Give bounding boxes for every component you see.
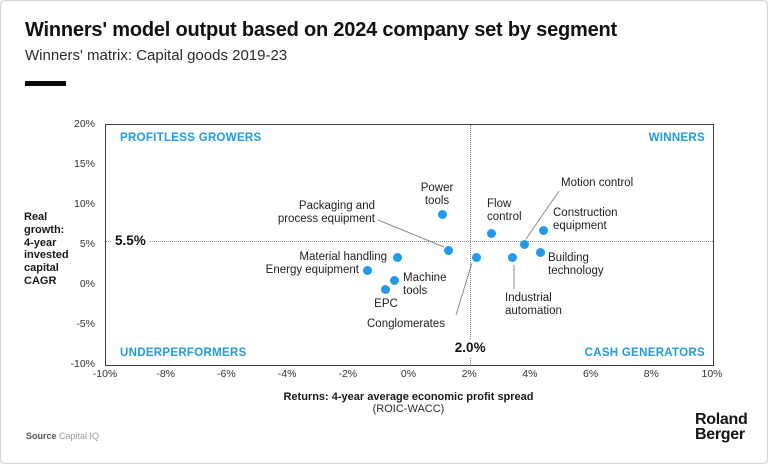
x-tick-label: 6% [583,368,599,380]
point-label-packaging-and-process-equipment: Packaging and process equipment [277,200,375,225]
point-label-motion-control: Motion control [561,177,634,189]
x-tick-label: -6% [217,368,236,380]
reference-line-vertical [470,125,472,365]
x-tick-label: 8% [643,368,659,380]
logo-line2: Berger [695,426,745,443]
y-tick-label: -5% [76,318,95,330]
y-tick-label: 15% [73,158,95,170]
data-point-motion-control [520,239,530,249]
x-tick-label: 4% [522,368,538,380]
point-label-power-tools: Power tools [420,182,454,207]
scatter-plot-area: PROFITLESS GROWERS WINNERS UNDERPERFORME… [105,124,714,366]
reference-line-horizontal [106,241,713,242]
y-tick-label: -10% [70,358,95,370]
source-value: Capital IQ [59,431,100,441]
point-label-conglomerates: Conglomerates [367,318,445,330]
y-tick-label: 20% [73,118,95,130]
quadrant-label-bottom-left: UNDERPERFORMERS [120,347,247,359]
data-point-material-handling [392,253,402,263]
x-tick-label: -8% [156,368,176,380]
point-label-building-technology: Building technology [548,252,604,277]
quadrant-label-top-right: WINNERS [648,132,705,144]
title-accent-bar [25,81,66,86]
point-label-epc: EPC [374,298,398,310]
y-tick-label: 10% [73,198,95,210]
leader-line [377,219,445,248]
reference-value-y: 5.5% [112,232,149,250]
x-tick-label: 2% [461,368,477,380]
x-tick-label: 10% [701,368,723,380]
logo-line1: Roland [695,411,748,428]
point-label-material-handling: Material handling [299,251,387,263]
data-point-machine-tools [389,275,399,285]
x-axis-title-line2: (ROIC-WACC) [372,403,445,415]
quadrant-label-top-left: PROFITLESS GROWERS [120,132,262,144]
x-axis-title-line1: Returns: 4-year average economic profit … [283,391,534,403]
reference-value-x: 2.0% [451,339,489,357]
data-point-epc [380,285,390,295]
point-label-flow-control: Flow control [487,198,522,223]
source-label: Source [26,431,57,441]
page-title: Winners' model output based on 2024 comp… [25,19,617,41]
y-axis-title: Real growth: 4-year invested capital CAG… [24,211,69,287]
roland-berger-logo: Roland Berger [695,411,748,443]
page-subtitle: Winners' matrix: Capital goods 2019-23 [25,47,288,64]
data-point-packaging-and-process-equipment [444,246,454,256]
x-tick-label: -10% [92,368,118,380]
data-point-conglomerates [471,252,481,262]
data-point-power-tools [438,210,448,220]
x-tick-label: -2% [338,368,358,380]
source-note: Source Capital IQ [26,431,99,441]
point-label-machine-tools: Machine tools [403,272,447,297]
quadrant-label-bottom-right: CASH GENERATORS [584,347,705,359]
x-axis-title: Returns: 4-year average economic profit … [105,391,712,415]
data-point-industrial-automation [508,253,518,263]
data-point-energy-equipment [362,266,372,276]
y-tick-label: 5% [79,238,95,250]
data-point-flow-control [486,229,496,239]
x-tick-label: -4% [277,368,297,380]
point-label-construction-equipment: Construction equipment [553,207,618,232]
point-label-energy-equipment: Energy equipment [265,264,359,276]
data-point-building-technology [535,247,545,257]
x-tick-label: 0% [400,368,417,380]
data-point-construction-equipment [538,226,548,236]
point-label-industrial-automation: Industrial automation [505,292,562,317]
y-tick-label: 0% [79,278,95,290]
